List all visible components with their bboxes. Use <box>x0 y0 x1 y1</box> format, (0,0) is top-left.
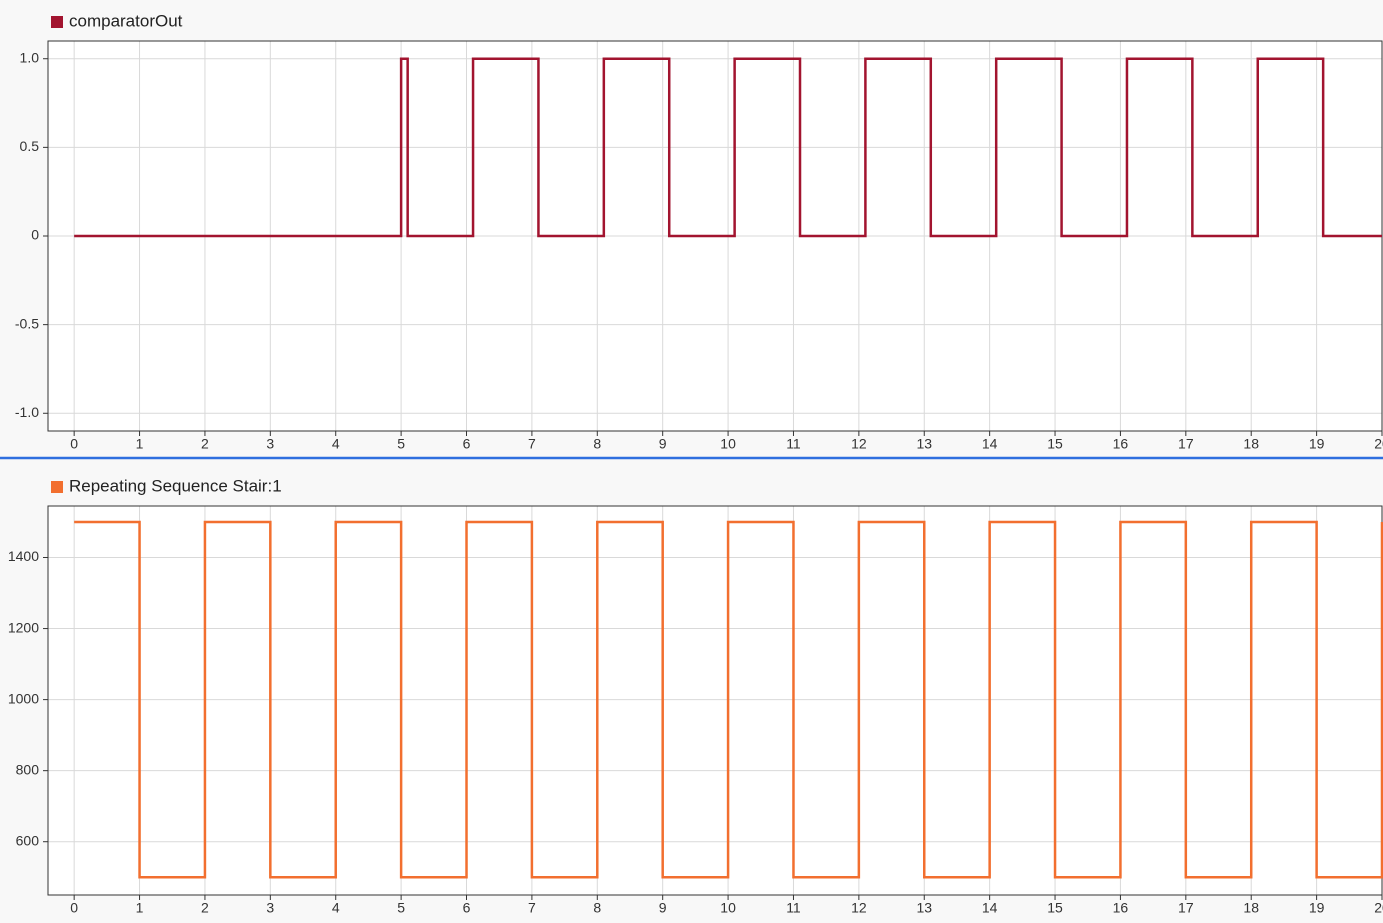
x-tick-label: 11 <box>786 900 801 916</box>
x-tick-label: 3 <box>266 436 274 452</box>
x-tick-label: 19 <box>1309 900 1325 916</box>
x-tick-label: 6 <box>463 900 471 916</box>
x-tick-label: 7 <box>528 900 536 916</box>
x-tick-label: 0 <box>70 436 78 452</box>
x-tick-label: 1 <box>136 900 144 916</box>
x-tick-label: 17 <box>1178 900 1194 916</box>
x-tick-label: 0 <box>70 900 78 916</box>
x-tick-label: 7 <box>528 436 536 452</box>
x-tick-label: 4 <box>332 900 340 916</box>
legend-label: Repeating Sequence Stair:1 <box>69 476 282 495</box>
y-tick-label: -1.0 <box>15 404 39 420</box>
x-tick-label: 14 <box>982 900 998 916</box>
x-tick-label: 14 <box>982 436 998 452</box>
x-tick-label: 4 <box>332 436 340 452</box>
x-tick-label: 15 <box>1047 436 1063 452</box>
x-tick-label: 10 <box>720 436 736 452</box>
x-tick-label: 10 <box>720 900 736 916</box>
x-tick-label: 18 <box>1243 436 1259 452</box>
x-tick-label: 3 <box>266 900 274 916</box>
x-tick-label: 13 <box>916 436 932 452</box>
x-tick-label: 12 <box>851 900 867 916</box>
y-tick-label: 1000 <box>8 690 39 706</box>
legend-marker <box>51 16 63 28</box>
x-tick-label: 16 <box>1113 436 1129 452</box>
y-tick-label: 600 <box>16 832 40 848</box>
x-tick-label: 5 <box>397 900 405 916</box>
y-tick-label: 1200 <box>8 619 39 635</box>
x-tick-label: 19 <box>1309 436 1325 452</box>
y-tick-label: 0 <box>31 227 39 243</box>
x-tick-label: 6 <box>463 436 471 452</box>
legend-label: comparatorOut <box>69 11 183 30</box>
x-tick-label: 12 <box>851 436 867 452</box>
x-tick-label: 2 <box>201 436 209 452</box>
plot-area <box>48 506 1382 895</box>
x-tick-label: 9 <box>659 900 667 916</box>
x-tick-label: 20 <box>1374 900 1383 916</box>
x-tick-label: 8 <box>593 436 601 452</box>
x-tick-label: 1 <box>136 436 144 452</box>
x-tick-label: 2 <box>201 900 209 916</box>
x-tick-label: 17 <box>1178 436 1194 452</box>
legend-marker <box>51 481 63 493</box>
y-tick-label: 0.5 <box>20 138 40 154</box>
x-tick-label: 15 <box>1047 900 1063 916</box>
series-line <box>74 520 1383 879</box>
x-tick-label: 13 <box>916 900 932 916</box>
y-tick-label: -0.5 <box>15 315 39 331</box>
y-tick-label: 800 <box>16 761 40 777</box>
x-tick-label: 16 <box>1113 900 1129 916</box>
x-tick-label: 8 <box>593 900 601 916</box>
x-tick-label: 5 <box>397 436 405 452</box>
x-tick-label: 18 <box>1243 900 1259 916</box>
series-line <box>74 57 1382 238</box>
y-tick-label: 1400 <box>8 548 39 564</box>
x-tick-label: 9 <box>659 436 667 452</box>
x-tick-label: 20 <box>1374 436 1383 452</box>
y-tick-label: 1.0 <box>20 49 40 65</box>
x-tick-label: 11 <box>786 436 801 452</box>
